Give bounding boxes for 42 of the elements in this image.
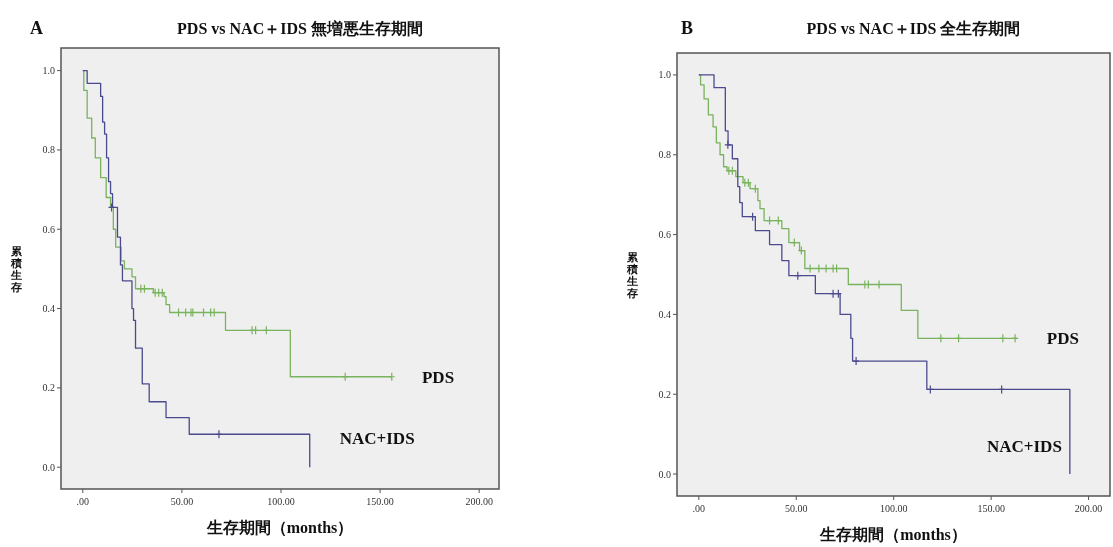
point bbox=[852, 356, 860, 366]
y-tick-label: 0.6 bbox=[42, 223, 55, 235]
y-tick-label: 0.4 bbox=[658, 308, 671, 320]
series-label: NAC+IDS bbox=[986, 437, 1062, 457]
x-tick-label: 150.00 bbox=[366, 496, 394, 507]
point bbox=[215, 429, 223, 439]
point bbox=[151, 288, 159, 298]
y-tick-label: 0.2 bbox=[658, 388, 671, 400]
x-tick-label: 150.00 bbox=[977, 503, 1005, 514]
series-label: PDS bbox=[421, 367, 455, 387]
x-tick-label: 100.00 bbox=[267, 496, 295, 507]
x-tick-label: 50.00 bbox=[170, 496, 194, 507]
y-tick-label: 1.0 bbox=[658, 69, 671, 81]
y-axis-title: 累積生存 bbox=[9, 244, 23, 293]
y-tick-label: 1.0 bbox=[42, 65, 55, 77]
y-tick-label: 0.0 bbox=[42, 461, 55, 473]
text: B bbox=[681, 18, 694, 38]
series-label: NAC+IDS bbox=[339, 429, 415, 449]
chart-title: PDS vs NAC＋IDS 無増悪生存期間 bbox=[177, 19, 423, 38]
y-tick-label: 0.0 bbox=[658, 468, 671, 480]
y-tick-label: 0.4 bbox=[42, 303, 55, 315]
x-axis-title: 生存期間（months） bbox=[205, 519, 354, 537]
x-axis-title: 生存期間（months） bbox=[819, 526, 967, 544]
y-tick-label: 0.6 bbox=[658, 229, 671, 241]
point bbox=[829, 289, 837, 299]
series-label: PDS bbox=[1046, 329, 1079, 349]
y-tick-label: 0.2 bbox=[42, 382, 55, 394]
point bbox=[937, 333, 945, 343]
y-axis-title: 累積生存 bbox=[625, 250, 639, 299]
x-tick-label: 200.00 bbox=[465, 496, 493, 507]
point bbox=[248, 325, 256, 335]
x-tick-label: .00 bbox=[692, 503, 706, 514]
x-tick-label: 50.00 bbox=[785, 503, 808, 514]
x-tick-label: 200.00 bbox=[1074, 503, 1103, 514]
chart-title: PDS vs NAC＋IDS 全生存期間 bbox=[806, 20, 1021, 37]
x-tick-label: 100.00 bbox=[879, 503, 908, 514]
point bbox=[137, 284, 145, 294]
y-tick-label: 0.8 bbox=[42, 144, 55, 156]
y-tick-label: 0.8 bbox=[658, 149, 671, 161]
x-tick-label: .00 bbox=[76, 496, 90, 507]
text: A bbox=[30, 18, 43, 38]
point bbox=[724, 140, 732, 150]
